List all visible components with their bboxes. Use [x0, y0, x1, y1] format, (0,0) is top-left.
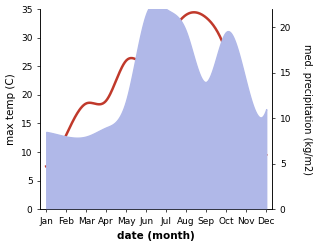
Y-axis label: max temp (C): max temp (C)	[5, 73, 16, 145]
Y-axis label: med. precipitation (kg/m2): med. precipitation (kg/m2)	[302, 44, 313, 175]
X-axis label: date (month): date (month)	[117, 231, 195, 242]
